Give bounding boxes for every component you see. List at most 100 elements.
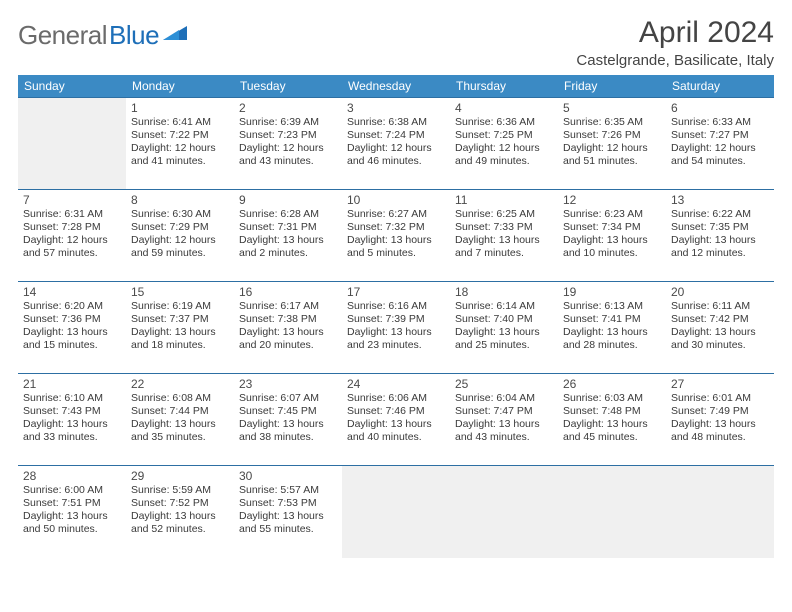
day-number: 2 xyxy=(239,101,337,115)
day-cell: 9Sunrise: 6:28 AMSunset: 7:31 PMDaylight… xyxy=(234,190,342,282)
day-info: Sunrise: 6:14 AMSunset: 7:40 PMDaylight:… xyxy=(455,300,553,353)
day-info: Sunrise: 6:13 AMSunset: 7:41 PMDaylight:… xyxy=(563,300,661,353)
day-info: Sunrise: 6:28 AMSunset: 7:31 PMDaylight:… xyxy=(239,208,337,261)
week-row: 7Sunrise: 6:31 AMSunset: 7:28 PMDaylight… xyxy=(18,190,774,282)
day-info: Sunrise: 6:01 AMSunset: 7:49 PMDaylight:… xyxy=(671,392,769,445)
day-number: 10 xyxy=(347,193,445,207)
day-number: 8 xyxy=(131,193,229,207)
day-cell: 13Sunrise: 6:22 AMSunset: 7:35 PMDayligh… xyxy=(666,190,774,282)
day-number: 23 xyxy=(239,377,337,391)
day-cell: 21Sunrise: 6:10 AMSunset: 7:43 PMDayligh… xyxy=(18,374,126,466)
day-cell: 2Sunrise: 6:39 AMSunset: 7:23 PMDaylight… xyxy=(234,98,342,190)
day-number: 24 xyxy=(347,377,445,391)
day-cell: 6Sunrise: 6:33 AMSunset: 7:27 PMDaylight… xyxy=(666,98,774,190)
day-number: 12 xyxy=(563,193,661,207)
day-info: Sunrise: 6:06 AMSunset: 7:46 PMDaylight:… xyxy=(347,392,445,445)
day-info: Sunrise: 6:00 AMSunset: 7:51 PMDaylight:… xyxy=(23,484,121,537)
day-info: Sunrise: 6:41 AMSunset: 7:22 PMDaylight:… xyxy=(131,116,229,169)
day-cell: 5Sunrise: 6:35 AMSunset: 7:26 PMDaylight… xyxy=(558,98,666,190)
day-cell: 22Sunrise: 6:08 AMSunset: 7:44 PMDayligh… xyxy=(126,374,234,466)
day-number: 20 xyxy=(671,285,769,299)
day-cell: 27Sunrise: 6:01 AMSunset: 7:49 PMDayligh… xyxy=(666,374,774,466)
day-cell: 28Sunrise: 6:00 AMSunset: 7:51 PMDayligh… xyxy=(18,466,126,558)
day-info: Sunrise: 6:30 AMSunset: 7:29 PMDaylight:… xyxy=(131,208,229,261)
day-number: 29 xyxy=(131,469,229,483)
day-info: Sunrise: 6:17 AMSunset: 7:38 PMDaylight:… xyxy=(239,300,337,353)
day-info: Sunrise: 6:31 AMSunset: 7:28 PMDaylight:… xyxy=(23,208,121,261)
title-block: April 2024 Castelgrande, Basilicate, Ita… xyxy=(576,16,774,69)
day-cell: 15Sunrise: 6:19 AMSunset: 7:37 PMDayligh… xyxy=(126,282,234,374)
day-number: 4 xyxy=(455,101,553,115)
day-number: 14 xyxy=(23,285,121,299)
empty-cell xyxy=(450,466,558,558)
day-number: 1 xyxy=(131,101,229,115)
day-info: Sunrise: 6:36 AMSunset: 7:25 PMDaylight:… xyxy=(455,116,553,169)
day-number: 25 xyxy=(455,377,553,391)
day-info: Sunrise: 6:04 AMSunset: 7:47 PMDaylight:… xyxy=(455,392,553,445)
day-info: Sunrise: 6:22 AMSunset: 7:35 PMDaylight:… xyxy=(671,208,769,261)
day-cell: 7Sunrise: 6:31 AMSunset: 7:28 PMDaylight… xyxy=(18,190,126,282)
day-info: Sunrise: 6:33 AMSunset: 7:27 PMDaylight:… xyxy=(671,116,769,169)
day-number: 3 xyxy=(347,101,445,115)
empty-cell xyxy=(342,466,450,558)
day-number: 15 xyxy=(131,285,229,299)
header: GeneralBlue April 2024 Castelgrande, Bas… xyxy=(18,16,774,69)
day-info: Sunrise: 6:16 AMSunset: 7:39 PMDaylight:… xyxy=(347,300,445,353)
empty-cell xyxy=(666,466,774,558)
day-cell: 1Sunrise: 6:41 AMSunset: 7:22 PMDaylight… xyxy=(126,98,234,190)
day-header-row: SundayMondayTuesdayWednesdayThursdayFrid… xyxy=(18,75,774,98)
day-cell: 8Sunrise: 6:30 AMSunset: 7:29 PMDaylight… xyxy=(126,190,234,282)
day-cell: 14Sunrise: 6:20 AMSunset: 7:36 PMDayligh… xyxy=(18,282,126,374)
logo-text-general: General xyxy=(18,20,107,51)
empty-cell xyxy=(558,466,666,558)
day-number: 28 xyxy=(23,469,121,483)
day-number: 18 xyxy=(455,285,553,299)
day-number: 22 xyxy=(131,377,229,391)
day-number: 17 xyxy=(347,285,445,299)
day-number: 11 xyxy=(455,193,553,207)
day-cell: 4Sunrise: 6:36 AMSunset: 7:25 PMDaylight… xyxy=(450,98,558,190)
day-cell: 29Sunrise: 5:59 AMSunset: 7:52 PMDayligh… xyxy=(126,466,234,558)
day-header: Monday xyxy=(126,75,234,98)
day-info: Sunrise: 6:11 AMSunset: 7:42 PMDaylight:… xyxy=(671,300,769,353)
day-cell: 26Sunrise: 6:03 AMSunset: 7:48 PMDayligh… xyxy=(558,374,666,466)
day-info: Sunrise: 6:39 AMSunset: 7:23 PMDaylight:… xyxy=(239,116,337,169)
day-info: Sunrise: 6:07 AMSunset: 7:45 PMDaylight:… xyxy=(239,392,337,445)
day-header: Sunday xyxy=(18,75,126,98)
week-row: 14Sunrise: 6:20 AMSunset: 7:36 PMDayligh… xyxy=(18,282,774,374)
day-cell: 30Sunrise: 5:57 AMSunset: 7:53 PMDayligh… xyxy=(234,466,342,558)
week-row: 21Sunrise: 6:10 AMSunset: 7:43 PMDayligh… xyxy=(18,374,774,466)
day-cell: 11Sunrise: 6:25 AMSunset: 7:33 PMDayligh… xyxy=(450,190,558,282)
day-number: 30 xyxy=(239,469,337,483)
day-number: 21 xyxy=(23,377,121,391)
day-header: Friday xyxy=(558,75,666,98)
day-info: Sunrise: 6:23 AMSunset: 7:34 PMDaylight:… xyxy=(563,208,661,261)
day-cell: 19Sunrise: 6:13 AMSunset: 7:41 PMDayligh… xyxy=(558,282,666,374)
day-cell: 18Sunrise: 6:14 AMSunset: 7:40 PMDayligh… xyxy=(450,282,558,374)
day-number: 19 xyxy=(563,285,661,299)
day-info: Sunrise: 6:19 AMSunset: 7:37 PMDaylight:… xyxy=(131,300,229,353)
day-info: Sunrise: 6:20 AMSunset: 7:36 PMDaylight:… xyxy=(23,300,121,353)
day-number: 5 xyxy=(563,101,661,115)
day-info: Sunrise: 6:25 AMSunset: 7:33 PMDaylight:… xyxy=(455,208,553,261)
day-cell: 12Sunrise: 6:23 AMSunset: 7:34 PMDayligh… xyxy=(558,190,666,282)
day-cell: 20Sunrise: 6:11 AMSunset: 7:42 PMDayligh… xyxy=(666,282,774,374)
day-header: Wednesday xyxy=(342,75,450,98)
day-number: 26 xyxy=(563,377,661,391)
empty-cell xyxy=(18,98,126,190)
day-cell: 3Sunrise: 6:38 AMSunset: 7:24 PMDaylight… xyxy=(342,98,450,190)
day-cell: 17Sunrise: 6:16 AMSunset: 7:39 PMDayligh… xyxy=(342,282,450,374)
location: Castelgrande, Basilicate, Italy xyxy=(576,52,774,69)
logo-text-blue: Blue xyxy=(109,20,159,51)
day-cell: 25Sunrise: 6:04 AMSunset: 7:47 PMDayligh… xyxy=(450,374,558,466)
day-number: 9 xyxy=(239,193,337,207)
month-title: April 2024 xyxy=(576,16,774,50)
day-info: Sunrise: 6:35 AMSunset: 7:26 PMDaylight:… xyxy=(563,116,661,169)
day-info: Sunrise: 6:08 AMSunset: 7:44 PMDaylight:… xyxy=(131,392,229,445)
day-number: 27 xyxy=(671,377,769,391)
day-info: Sunrise: 6:10 AMSunset: 7:43 PMDaylight:… xyxy=(23,392,121,445)
day-header: Saturday xyxy=(666,75,774,98)
logo-triangle-icon xyxy=(163,22,187,42)
day-info: Sunrise: 5:57 AMSunset: 7:53 PMDaylight:… xyxy=(239,484,337,537)
day-number: 13 xyxy=(671,193,769,207)
